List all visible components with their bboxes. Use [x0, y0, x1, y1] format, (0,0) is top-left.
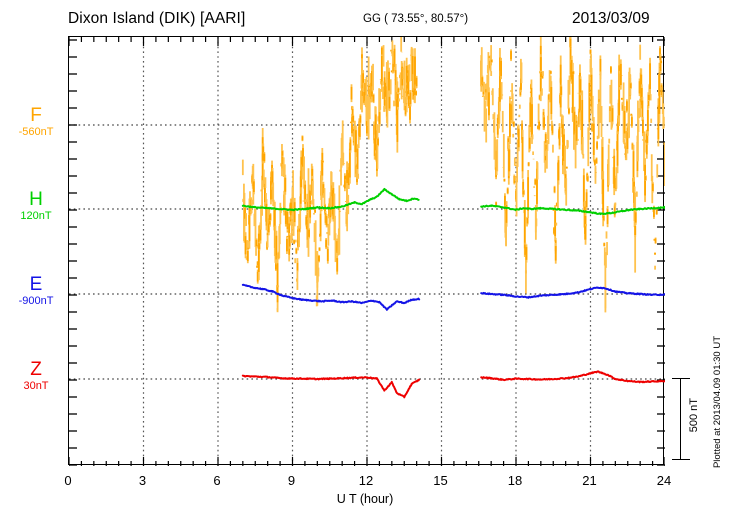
- component-letter-f: F: [30, 105, 42, 126]
- component-letter-z: Z: [30, 359, 42, 380]
- trace-z: [241, 370, 665, 399]
- x-tick-label-15: 15: [433, 473, 448, 488]
- component-baseline-h: 120nT: [20, 210, 52, 222]
- plotted-at-stamp: Plotted at 2013/04.09 01:30 UT: [712, 336, 723, 469]
- component-baseline-f: -560nT: [18, 126, 54, 138]
- x-tick-label-0: 0: [64, 473, 72, 488]
- magnetogram-plot-area: [68, 36, 665, 466]
- scale-bar-label: 500 nT: [688, 398, 700, 433]
- observation-date: 2013/03/09: [572, 10, 650, 27]
- trace-e: [241, 283, 665, 311]
- component-label-h: H 120nT: [8, 190, 64, 223]
- component-label-f: F -560nT: [8, 106, 64, 139]
- x-tick-label-3: 3: [138, 473, 147, 488]
- component-baseline-e: -900nT: [18, 295, 54, 307]
- component-letter-e: E: [29, 274, 43, 295]
- component-letter-h: H: [29, 189, 43, 210]
- trace-f: [241, 37, 665, 313]
- x-tick-label-9: 9: [287, 473, 296, 488]
- x-tick-label-6: 6: [213, 473, 221, 488]
- geographic-coordinates: GG ( 73.55°, 80.57°): [363, 13, 469, 25]
- data-traces: [241, 37, 665, 399]
- x-tick-label-12: 12: [358, 473, 374, 488]
- x-tick-label-24: 24: [656, 473, 672, 488]
- x-axis-title: U T (hour): [336, 492, 394, 506]
- x-tick-label-21: 21: [582, 473, 597, 488]
- trace-h: [241, 187, 665, 216]
- page-title: Dixon Island (DIK) [AARI]: [68, 10, 246, 27]
- component-label-z: Z 30nT: [8, 360, 64, 393]
- scale-bar-bottom-cap: [672, 458, 690, 460]
- scale-bar: [672, 378, 690, 460]
- component-label-e: E -900nT: [8, 275, 64, 308]
- component-baseline-z: 30nT: [23, 380, 49, 392]
- x-tick-label-18: 18: [507, 473, 523, 488]
- magnetogram-svg: [69, 37, 665, 466]
- scale-bar-line: [680, 378, 682, 460]
